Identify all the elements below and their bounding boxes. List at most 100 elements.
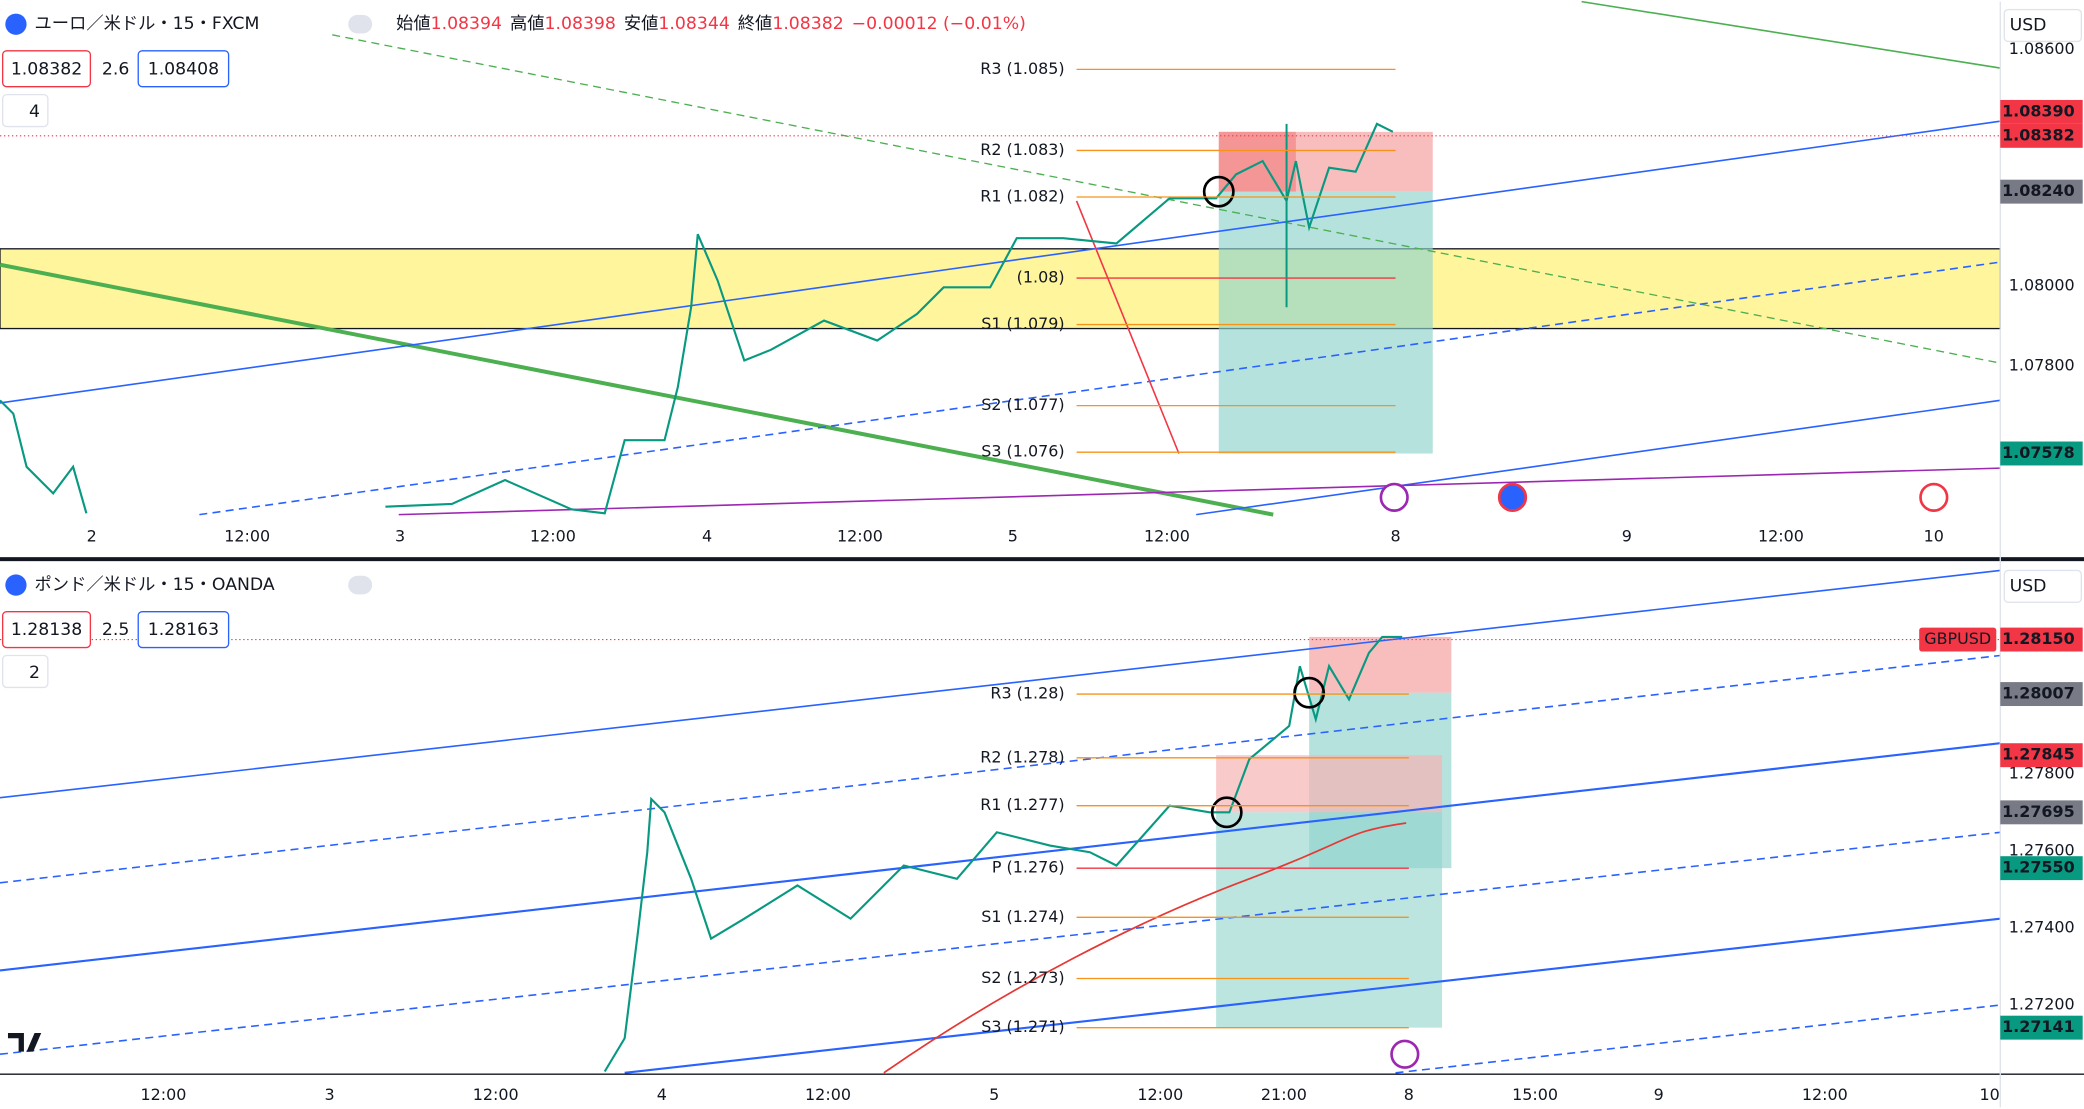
spread: 2.5	[102, 620, 129, 640]
time-label: 10	[1979, 1085, 1999, 1104]
time-label: 12:00	[530, 527, 576, 546]
ohlc-value: 1.08382	[772, 14, 843, 34]
target-zone	[1216, 812, 1443, 1028]
pivot-label: S1 (1.079)	[981, 314, 1064, 333]
time-label: 4	[702, 527, 712, 546]
trend	[0, 262, 1274, 517]
price-tag	[2000, 99, 2083, 124]
time-label: 12:00	[805, 1085, 851, 1104]
price-label: 1.08390	[2002, 101, 2075, 120]
pivot-label: (1.08)	[1017, 268, 1065, 287]
line	[398, 467, 2001, 516]
logo	[7, 1032, 42, 1052]
price-label: 1.07800	[2009, 355, 2075, 374]
price-tag	[2000, 743, 2083, 768]
overlay: ユーロ／米ドル・15・FXCM 始値1.08394 高値1.08398 安値1.083…	[1, 8, 2083, 1104]
moving-average	[883, 822, 1407, 1074]
ohlc-label: 安値	[624, 14, 659, 34]
marker	[1210, 796, 1243, 829]
pivot-label: P (1.276)	[992, 858, 1065, 877]
channel	[1395, 1004, 2001, 1074]
price-label: 1.07578	[2002, 443, 2075, 462]
time-label: 10	[1924, 527, 1944, 546]
pivot-label: S2 (1.077)	[981, 395, 1064, 414]
ask: 1.28163	[148, 620, 219, 640]
currency-box[interactable]	[2003, 569, 2083, 604]
price-label: 1.27550	[2002, 858, 2075, 877]
time-label: 12:00	[1137, 1085, 1183, 1104]
price-label: 1.27200	[2009, 995, 2075, 1014]
time-label: 5	[989, 1085, 999, 1104]
channel	[0, 569, 2001, 799]
price-label: 1.08240	[2002, 181, 2075, 200]
marker	[1202, 175, 1235, 208]
time-label: 9	[1622, 527, 1632, 546]
time-label: 12:00	[141, 1085, 187, 1104]
time-label: 8	[1390, 527, 1400, 546]
stop-zone	[1216, 755, 1443, 813]
event-icon	[1379, 482, 1409, 512]
pivot-label: R1 (1.277)	[980, 795, 1064, 814]
time-label: 21:00	[1261, 1085, 1307, 1104]
trend	[1581, 0, 2001, 69]
price-label: 1.08000	[2009, 276, 2075, 295]
ohlc-value: 1.08344	[658, 14, 729, 34]
price-label: 1.27845	[2002, 745, 2075, 764]
indicator-count: 2	[29, 663, 40, 683]
toggle-button[interactable]	[348, 575, 373, 595]
pivot-label: S3 (1.271)	[981, 1017, 1064, 1036]
bid-box[interactable]	[1, 50, 92, 88]
ohlc: 始値1.08394 高値1.08398 安値1.08344 終値1.08382 −0.0…	[396, 14, 1026, 34]
price-path	[0, 399, 88, 514]
ask-box[interactable]	[137, 610, 230, 649]
price-label: 1.28007	[2002, 684, 2075, 703]
bid: 1.28138	[11, 620, 82, 640]
price-tag	[2000, 627, 2083, 652]
time-label: 15:00	[1512, 1085, 1558, 1104]
time-label: 12:00	[473, 1085, 519, 1104]
price-label: 1.28150	[2002, 629, 2075, 648]
time-label: 9	[1654, 1085, 1664, 1104]
bottom-drawings	[0, 569, 2001, 1074]
price-tag	[2000, 800, 2083, 825]
ohlc-value: 1.08394	[431, 14, 502, 34]
time-label: 12:00	[224, 527, 270, 546]
price-tag	[2000, 682, 2083, 707]
arrow	[1075, 200, 1180, 454]
time-label: 12:00	[837, 527, 883, 546]
price-label: 1.27695	[2002, 802, 2075, 821]
currency-box[interactable]	[2003, 8, 2083, 43]
indicator-toggle[interactable]	[1, 93, 49, 128]
symbol-icon	[5, 13, 27, 35]
toggle-button[interactable]	[348, 14, 373, 34]
stop-zone-fill	[1218, 131, 1296, 192]
trend	[332, 34, 2001, 364]
bid-box[interactable]	[1, 610, 92, 649]
channel	[199, 261, 2001, 516]
channel	[0, 831, 2001, 1056]
price-tag	[2000, 179, 2083, 204]
pivot-label: S3 (1.076)	[981, 442, 1064, 461]
time-label: 12:00	[1144, 527, 1190, 546]
time-label: 12:00	[1758, 527, 1804, 546]
channel	[624, 917, 2001, 1074]
stop-zone	[1309, 636, 1452, 693]
ohlc-value: 1.08398	[545, 14, 616, 34]
ask-box[interactable]	[137, 50, 230, 88]
symbol-icon	[5, 574, 27, 596]
channel	[1196, 399, 2001, 516]
time-label: 3	[395, 527, 405, 546]
pivot-label: R1 (1.082)	[980, 186, 1064, 205]
channel	[0, 120, 2001, 404]
channel	[0, 742, 2001, 972]
pivot-label: R3 (1.085)	[980, 59, 1064, 78]
event-icon	[1390, 1039, 1420, 1069]
marker	[1293, 676, 1326, 709]
change: −0.00012 (−0.01%)	[852, 14, 1026, 34]
event-icon	[1919, 482, 1949, 512]
price-label: 1.08382	[2002, 125, 2075, 144]
time-label: 5	[1008, 527, 1018, 546]
indicator-toggle[interactable]	[1, 654, 49, 689]
pivot-label: R2 (1.278)	[980, 747, 1064, 766]
